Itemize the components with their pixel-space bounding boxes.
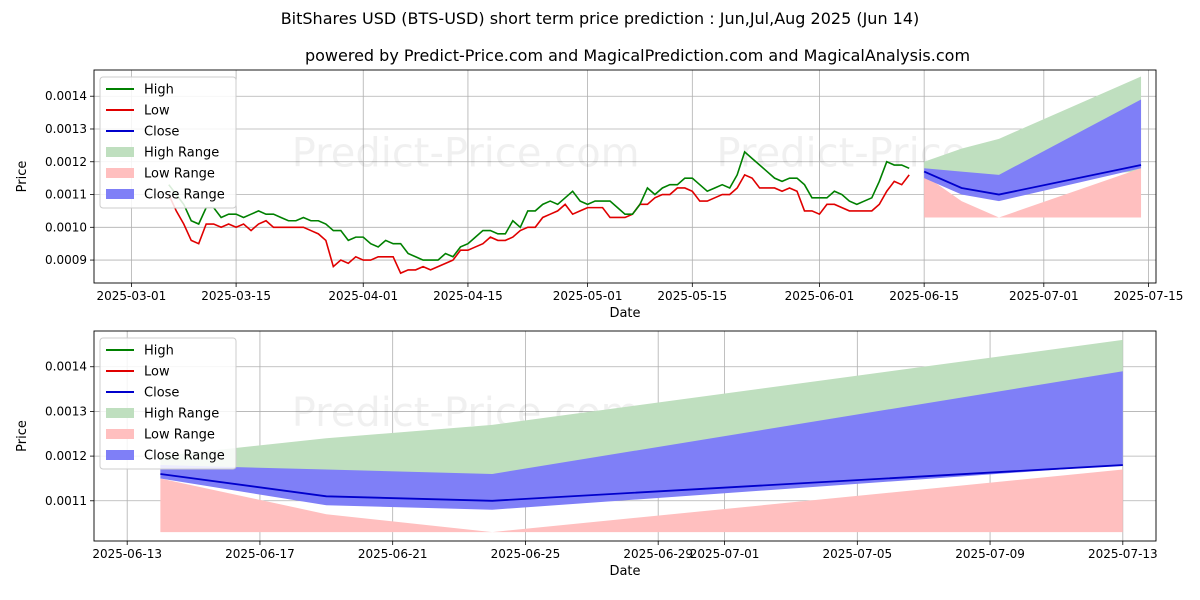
y-tick-label: 0.0011 xyxy=(45,494,87,508)
legend: High Low Close High Range Low Range Close Ran… xyxy=(99,337,237,470)
x-tick-label: 2025-06-17 xyxy=(225,547,295,561)
y-tick-label: 0.0009 xyxy=(45,253,87,267)
watermark-text: Predict-Price.com xyxy=(292,131,640,177)
legend: High Low Close High Range Low Range Close Ran… xyxy=(99,76,237,209)
close-range-band xyxy=(160,371,1123,510)
y-tick-label: 0.0014 xyxy=(45,360,87,374)
x-tick-label: 2025-06-29 xyxy=(623,547,693,561)
legend-label: Low Range xyxy=(144,167,215,182)
legend-label: High xyxy=(144,83,174,98)
y-tick-label: 0.0013 xyxy=(45,404,87,418)
legend-patch-swatch xyxy=(106,408,134,418)
chart-subtitle: powered by Predict-Price.com and Magical… xyxy=(304,46,971,65)
watermark-text: Predict-Price.com xyxy=(717,565,1065,600)
y-axis-label: Price xyxy=(15,161,30,193)
legend-label: Close Range xyxy=(144,188,225,203)
y-axis-label: Price xyxy=(15,420,30,452)
legend-label: Low xyxy=(144,104,170,119)
x-tick-label: 2025-06-01 xyxy=(785,289,855,303)
legend-label: High Range xyxy=(144,407,219,422)
x-tick-label: 2025-03-15 xyxy=(201,289,271,303)
chart-panel-top: Predict-Price.comPredict-Price.comPredic… xyxy=(15,69,1184,321)
low-series-line xyxy=(168,173,910,275)
plot-area xyxy=(168,76,1142,275)
chart-title: BitShares USD (BTS-USD) short term price… xyxy=(280,9,920,28)
close-series-line xyxy=(160,464,1123,502)
close-series-line xyxy=(923,164,1142,196)
x-tick-label: 2025-07-05 xyxy=(822,547,892,561)
x-tick-label: 2025-06-13 xyxy=(92,547,162,561)
y-tick-label: 0.0011 xyxy=(45,188,87,202)
plot-frame xyxy=(93,69,1157,284)
legend-label: Close Range xyxy=(144,449,225,464)
x-tick-label: 2025-06-25 xyxy=(491,547,561,561)
high-series-line xyxy=(168,150,910,261)
x-tick-label: 2025-05-15 xyxy=(657,289,727,303)
legend-label: High xyxy=(144,344,174,359)
low-range-band xyxy=(160,469,1123,533)
y-tick-label: 0.0010 xyxy=(45,220,87,234)
legend-patch-swatch xyxy=(106,450,134,460)
legend-label: Low Range xyxy=(144,428,215,443)
legend-label: Close xyxy=(144,386,179,401)
plot-area xyxy=(160,339,1123,533)
x-tick-label: 2025-07-13 xyxy=(1088,547,1158,561)
x-tick-label: 2025-06-15 xyxy=(889,289,959,303)
x-axis-label: Date xyxy=(609,306,640,321)
x-tick-label: 2025-07-01 xyxy=(690,547,760,561)
x-tick-label: 2025-07-01 xyxy=(1009,289,1079,303)
legend-patch-swatch xyxy=(106,147,134,157)
legend-patch-swatch xyxy=(106,429,134,439)
y-tick-label: 0.0013 xyxy=(45,122,87,136)
x-tick-label: 2025-07-09 xyxy=(955,547,1025,561)
y-tick-label: 0.0014 xyxy=(45,89,87,103)
x-tick-label: 2025-05-01 xyxy=(553,289,623,303)
plot-frame xyxy=(93,330,1157,542)
x-tick-label: 2025-04-15 xyxy=(433,289,503,303)
watermark-group: Predict-Price.comPredict-Price.comPredic… xyxy=(292,131,1065,177)
legend-patch-swatch xyxy=(106,168,134,178)
y-tick-label: 0.0012 xyxy=(45,155,87,169)
legend-label: Close xyxy=(144,125,179,140)
x-tick-label: 2025-07-15 xyxy=(1114,289,1184,303)
legend-label: Low xyxy=(144,365,170,380)
legend-patch-swatch xyxy=(106,189,134,199)
x-tick-label: 2025-04-01 xyxy=(328,289,398,303)
x-tick-label: 2025-03-01 xyxy=(97,289,167,303)
legend-label: High Range xyxy=(144,146,219,161)
low-range-band xyxy=(924,168,1142,218)
watermark-text: Predict-Price.com xyxy=(292,565,640,600)
x-axis-label: Date xyxy=(609,564,640,579)
y-tick-label: 0.0012 xyxy=(45,449,87,463)
x-tick-label: 2025-06-21 xyxy=(358,547,428,561)
